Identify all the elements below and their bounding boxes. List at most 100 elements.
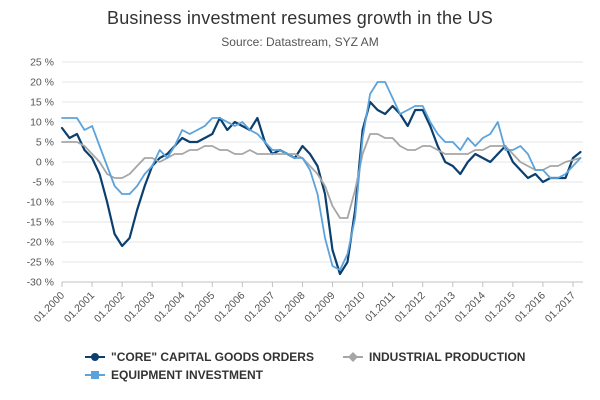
data-point[interactable] bbox=[294, 157, 296, 159]
data-point[interactable] bbox=[121, 193, 123, 195]
data-point[interactable] bbox=[181, 153, 183, 155]
data-point[interactable] bbox=[354, 217, 356, 219]
data-point[interactable] bbox=[61, 117, 63, 119]
data-point[interactable] bbox=[482, 149, 484, 151]
data-point[interactable] bbox=[504, 149, 506, 151]
data-point[interactable] bbox=[467, 153, 469, 155]
data-point[interactable] bbox=[467, 161, 469, 163]
data-point[interactable] bbox=[264, 153, 266, 155]
data-point[interactable] bbox=[114, 177, 116, 179]
data-point[interactable] bbox=[512, 161, 514, 163]
data-point[interactable] bbox=[106, 201, 108, 203]
data-point[interactable] bbox=[121, 177, 123, 179]
data-point[interactable] bbox=[474, 149, 476, 151]
data-point[interactable] bbox=[76, 117, 78, 119]
data-point[interactable] bbox=[534, 173, 536, 175]
data-point[interactable] bbox=[302, 145, 304, 147]
data-point[interactable] bbox=[474, 153, 476, 155]
data-point[interactable] bbox=[264, 141, 266, 143]
data-point[interactable] bbox=[339, 269, 341, 271]
data-point[interactable] bbox=[204, 137, 206, 139]
data-point[interactable] bbox=[565, 161, 567, 163]
data-point[interactable] bbox=[384, 113, 386, 115]
data-point[interactable] bbox=[151, 165, 153, 167]
data-point[interactable] bbox=[339, 217, 341, 219]
data-point[interactable] bbox=[482, 157, 484, 159]
data-point[interactable] bbox=[129, 237, 131, 239]
data-point[interactable] bbox=[489, 133, 491, 135]
data-point[interactable] bbox=[444, 141, 446, 143]
data-point[interactable] bbox=[332, 265, 334, 267]
data-point[interactable] bbox=[144, 185, 146, 187]
data-point[interactable] bbox=[429, 121, 431, 123]
data-point[interactable] bbox=[384, 137, 386, 139]
data-point[interactable] bbox=[136, 185, 138, 187]
data-point[interactable] bbox=[91, 153, 93, 155]
data-point[interactable] bbox=[452, 141, 454, 143]
data-point[interactable] bbox=[317, 165, 319, 167]
legend-item-equipment-investment[interactable]: EQUIPMENT INVESTMENT bbox=[85, 368, 263, 382]
data-point[interactable] bbox=[542, 181, 544, 183]
data-point[interactable] bbox=[414, 109, 416, 111]
data-point[interactable] bbox=[407, 109, 409, 111]
data-point[interactable] bbox=[339, 273, 341, 275]
data-point[interactable] bbox=[211, 117, 213, 119]
data-point[interactable] bbox=[324, 185, 326, 187]
data-point[interactable] bbox=[84, 129, 86, 131]
data-point[interactable] bbox=[76, 133, 78, 135]
series-line-equipment-investment[interactable] bbox=[61, 81, 582, 271]
data-point[interactable] bbox=[241, 121, 243, 123]
data-point[interactable] bbox=[256, 153, 258, 155]
data-point[interactable] bbox=[565, 173, 567, 175]
data-point[interactable] bbox=[106, 173, 108, 175]
data-point[interactable] bbox=[241, 125, 243, 127]
data-point[interactable] bbox=[422, 105, 424, 107]
data-point[interactable] bbox=[429, 125, 431, 127]
data-point[interactable] bbox=[256, 133, 258, 135]
data-point[interactable] bbox=[414, 149, 416, 151]
data-point[interactable] bbox=[61, 141, 63, 143]
data-point[interactable] bbox=[362, 137, 364, 139]
data-point[interactable] bbox=[181, 129, 183, 131]
data-point[interactable] bbox=[196, 129, 198, 131]
data-point[interactable] bbox=[452, 165, 454, 167]
data-point[interactable] bbox=[219, 117, 221, 119]
data-point[interactable] bbox=[572, 157, 574, 159]
data-point[interactable] bbox=[392, 137, 394, 139]
data-point[interactable] bbox=[129, 173, 131, 175]
data-point[interactable] bbox=[91, 157, 93, 159]
data-point[interactable] bbox=[437, 145, 439, 147]
data-point[interactable] bbox=[354, 189, 356, 191]
data-point[interactable] bbox=[324, 193, 326, 195]
data-point[interactable] bbox=[309, 169, 311, 171]
data-point[interactable] bbox=[519, 145, 521, 147]
data-point[interactable] bbox=[527, 153, 529, 155]
data-point[interactable] bbox=[482, 137, 484, 139]
data-point[interactable] bbox=[159, 161, 161, 163]
data-point[interactable] bbox=[542, 169, 544, 171]
data-point[interactable] bbox=[174, 145, 176, 147]
data-point[interactable] bbox=[392, 97, 394, 99]
data-point[interactable] bbox=[279, 149, 281, 151]
data-point[interactable] bbox=[317, 193, 319, 195]
data-point[interactable] bbox=[136, 165, 138, 167]
data-point[interactable] bbox=[302, 157, 304, 159]
data-point[interactable] bbox=[519, 169, 521, 171]
data-point[interactable] bbox=[196, 149, 198, 151]
data-point[interactable] bbox=[332, 249, 334, 251]
data-point[interactable] bbox=[159, 149, 161, 151]
data-point[interactable] bbox=[407, 125, 409, 127]
data-point[interactable] bbox=[399, 113, 401, 115]
data-point[interactable] bbox=[549, 177, 551, 179]
data-point[interactable] bbox=[489, 161, 491, 163]
data-point[interactable] bbox=[452, 153, 454, 155]
data-point[interactable] bbox=[151, 157, 153, 159]
data-point[interactable] bbox=[467, 137, 469, 139]
data-point[interactable] bbox=[99, 161, 101, 163]
data-point[interactable] bbox=[204, 145, 206, 147]
data-point[interactable] bbox=[474, 145, 476, 147]
data-point[interactable] bbox=[61, 127, 63, 129]
data-point[interactable] bbox=[234, 121, 236, 123]
data-point[interactable] bbox=[189, 149, 191, 151]
data-point[interactable] bbox=[369, 93, 371, 95]
